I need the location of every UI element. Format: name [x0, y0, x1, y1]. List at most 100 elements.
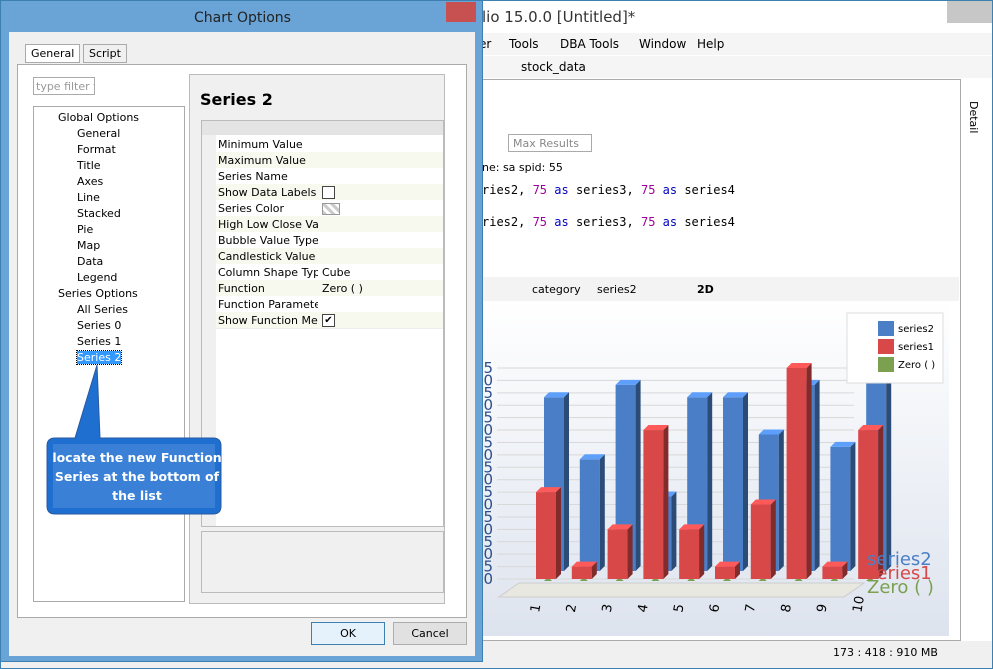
tree-node[interactable]: Data — [77, 255, 104, 268]
bar-side — [663, 425, 669, 579]
property-value[interactable]: Zero ( ) — [322, 282, 363, 295]
bar-side — [886, 367, 892, 571]
bar — [858, 430, 879, 579]
menu-item[interactable]: Help — [697, 37, 725, 51]
x-tick-label: 8 — [779, 603, 795, 614]
bar — [822, 566, 843, 579]
tree-node[interactable]: Legend — [77, 271, 118, 284]
dialog-close[interactable] — [446, 2, 476, 22]
close-button[interactable] — [947, 1, 992, 23]
tree-node[interactable]: Series 1 — [77, 335, 122, 348]
chart-toolbar — [479, 277, 959, 301]
color-swatch[interactable] — [322, 203, 340, 215]
bar-top — [786, 363, 812, 368]
bar-top — [715, 561, 740, 567]
bar-top — [536, 487, 561, 493]
y-tick-label: 5 — [483, 558, 493, 576]
bar-top — [615, 379, 641, 385]
bar — [579, 459, 600, 571]
property-value[interactable]: Cube — [322, 266, 351, 279]
max-results[interactable]: Max Results — [508, 134, 592, 152]
bar-side — [770, 499, 776, 579]
bar-side — [635, 379, 641, 571]
mode-2d[interactable]: 2D — [697, 283, 714, 296]
bar-side — [564, 392, 569, 571]
bar — [679, 529, 700, 579]
legend-label: series1 — [898, 342, 934, 353]
checkbox[interactable]: ✔ — [322, 314, 335, 327]
property-name: Show Data Labels — [218, 186, 317, 199]
code-token: 75 — [532, 183, 548, 197]
tree-node[interactable]: Series Options — [58, 287, 138, 300]
code-token: 75 — [640, 183, 656, 197]
bar — [786, 368, 807, 579]
property-name: Show Function Me... — [218, 314, 318, 327]
code-token: ries2, — [482, 215, 533, 229]
property-name: Column Shape Type — [218, 266, 318, 279]
x-tick-label: 5 — [671, 603, 687, 614]
callout — [46, 364, 222, 515]
tree-node[interactable]: Map — [77, 239, 101, 252]
floor — [497, 582, 866, 598]
callout-inner — [53, 444, 215, 508]
code-token: as — [547, 215, 576, 229]
tree-node[interactable]: Series 2 — [75, 350, 123, 365]
grid-gutter — [202, 135, 216, 526]
bar-side — [556, 487, 561, 579]
callout-shape — [46, 364, 222, 515]
x-tick-label: 3 — [600, 603, 616, 614]
code-token: series4 — [684, 215, 735, 229]
tree-node[interactable]: Title — [77, 159, 101, 172]
series-select[interactable]: series2 — [597, 283, 637, 296]
property-name: Candlestick Value ... — [218, 250, 318, 263]
tab[interactable]: stock_data — [521, 60, 586, 74]
app-title: lio 15.0.0 [Untitled]* — [482, 8, 636, 26]
code-token: as — [655, 183, 685, 197]
bar — [723, 397, 743, 571]
bar — [607, 529, 628, 579]
tab[interactable]: General — [25, 44, 81, 63]
bar — [750, 504, 771, 579]
legend-label: series2 — [898, 324, 934, 335]
tree-node[interactable]: All Series — [77, 303, 128, 316]
bar-side — [699, 524, 705, 579]
ok-button[interactable]: OK — [311, 622, 385, 645]
legend — [846, 312, 944, 384]
legend-swatch — [878, 321, 894, 336]
bar-side — [850, 441, 856, 571]
bar — [536, 492, 556, 579]
property-name: Series Color — [218, 202, 285, 215]
filter-box[interactable]: type filter text — [33, 77, 95, 95]
checkbox[interactable] — [322, 186, 335, 199]
tree-node[interactable]: General — [77, 127, 121, 140]
tab[interactable]: Script — [83, 44, 127, 63]
tree-node[interactable]: Global Options — [58, 111, 140, 124]
bar-top — [758, 429, 784, 435]
menu-item[interactable]: Window — [639, 37, 687, 51]
cancel-button[interactable]: Cancel — [393, 622, 467, 645]
side-tab[interactable]: Detail — [967, 101, 980, 134]
tree: Global Options General Format Title Axes Line… — [33, 106, 185, 602]
bar-top — [750, 499, 776, 505]
category-select[interactable]: category — [532, 283, 581, 296]
tree-node[interactable]: Pie — [77, 223, 94, 236]
code-token: series3, — [575, 183, 641, 197]
x-tick-label: 2 — [564, 603, 580, 614]
bar-side — [735, 561, 740, 579]
tree-node[interactable]: Stacked — [77, 207, 121, 220]
menu-item[interactable]: Tools — [509, 37, 539, 51]
code-token: as — [547, 183, 576, 197]
tree-node[interactable]: Series 0 — [77, 319, 122, 332]
tree-node[interactable]: Format — [77, 143, 116, 156]
bar-side — [806, 363, 812, 579]
bar-top — [723, 392, 748, 398]
tree-node[interactable]: Axes — [77, 175, 104, 188]
dialog-title: Chart Options — [194, 10, 291, 26]
bar-side — [878, 425, 884, 579]
bar-side — [743, 392, 748, 571]
tree-node[interactable]: Line — [77, 191, 100, 204]
bar-top — [679, 524, 705, 530]
menu-item[interactable]: DBA Tools — [560, 37, 620, 51]
property-name: High Low Close Val... — [218, 218, 318, 231]
